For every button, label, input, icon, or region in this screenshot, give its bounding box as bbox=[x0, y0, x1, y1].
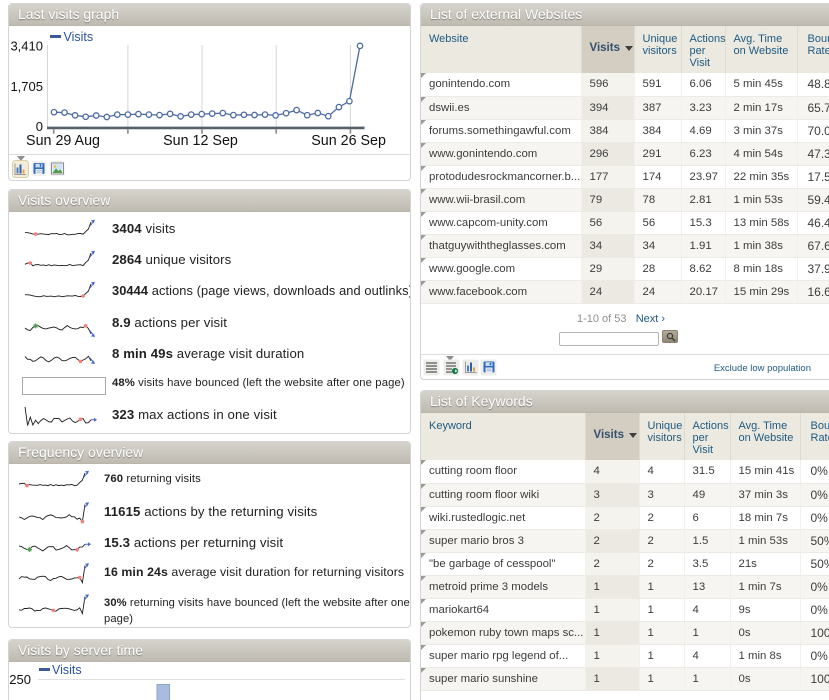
svg-text:Visits: Visits bbox=[52, 663, 82, 677]
svg-text:3,410: 3,410 bbox=[10, 39, 43, 54]
svg-text:Sun 29 Aug: Sun 29 Aug bbox=[26, 133, 100, 149]
svg-text:1,705: 1,705 bbox=[10, 79, 43, 94]
svg-text:Sun 26 Sep: Sun 26 Sep bbox=[311, 133, 386, 149]
svg-text:Visits: Visits bbox=[64, 30, 94, 44]
svg-text:250: 250 bbox=[9, 672, 31, 687]
svg-text:Sun 12 Sep: Sun 12 Sep bbox=[163, 133, 238, 149]
svg-text:0: 0 bbox=[36, 119, 43, 134]
